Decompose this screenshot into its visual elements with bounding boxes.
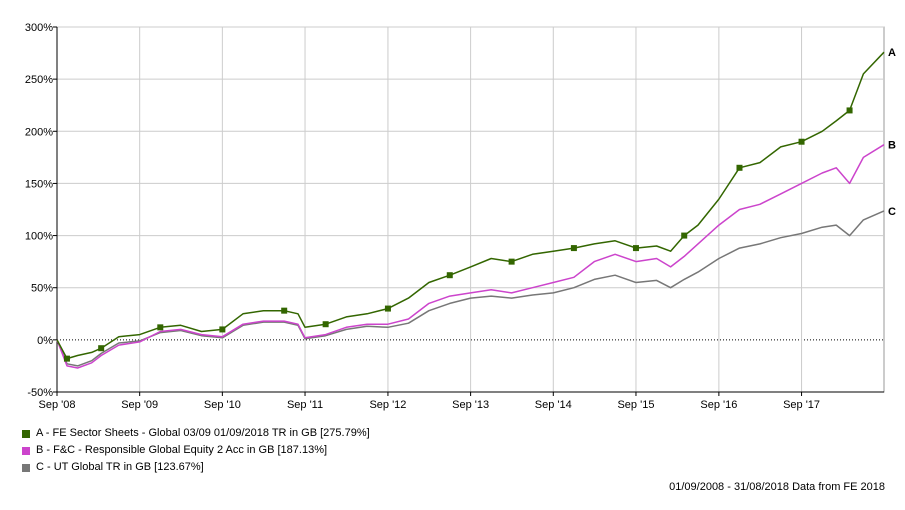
- series-line-b: [56, 144, 885, 369]
- series-marker-a: [384, 305, 391, 312]
- legend-label-b: B - F&C - Responsible Global Equity 2 Ac…: [36, 444, 328, 456]
- x-axis: Sep '08 Sep '09 Sep '10 Sep '11 Sep '12 Sep '…: [39, 391, 884, 411]
- y-tick-label: 100%: [25, 231, 53, 243]
- series-marker-a: [281, 307, 288, 314]
- series-marker-a: [98, 345, 105, 352]
- x-tick-label: Sep '11: [287, 399, 323, 411]
- y-tick-label: 50%: [31, 283, 53, 295]
- series-marker-a: [322, 321, 329, 328]
- series-marker-a: [508, 258, 515, 265]
- legend-item-b: B - F&C - Responsible Global Equity 2 Ac…: [22, 442, 370, 459]
- x-tick-label: Sep '10: [204, 399, 241, 411]
- line-chart: 300%250%200%150%100%50%0%-50% Sep '08 Sep…: [25, 22, 896, 411]
- y-tick-label: 250%: [25, 74, 53, 86]
- date-range-note: 01/09/2008 - 31/08/2018 Data from FE 201…: [669, 481, 885, 493]
- series-end-label-a: A: [888, 47, 896, 59]
- legend-label-a: A - FE Sector Sheets - Global 03/09 01/0…: [36, 427, 370, 439]
- y-tick-label: -50%: [27, 387, 53, 399]
- x-tick-label: Sep '08: [39, 399, 76, 411]
- legend-item-c: C - UT Global TR in GB [123.67%]: [22, 459, 370, 476]
- series-marker-a: [157, 324, 164, 331]
- legend-swatch-b: [22, 446, 30, 455]
- grid: [56, 26, 885, 393]
- y-axis: 300% 250% 200% 150% 100% 50% 0% -50%: [25, 22, 58, 399]
- series-end-label-c: C: [888, 206, 896, 218]
- series-marker-a: [798, 138, 805, 145]
- series-marker-a: [681, 232, 688, 239]
- series-marker-a: [219, 326, 226, 333]
- legend-swatch-c: [22, 463, 30, 472]
- series-marker-a: [632, 245, 639, 252]
- x-tick-label: Sep '14: [535, 399, 572, 411]
- series-marker-a: [446, 272, 453, 279]
- x-tick-label: Sep '15: [617, 399, 654, 411]
- series-line-a: [56, 51, 885, 360]
- legend-label-c: C - UT Global TR in GB [123.67%]: [36, 461, 204, 473]
- series-end-label-b: B: [888, 140, 896, 152]
- y-tick-label: 300%: [25, 22, 53, 34]
- x-tick-label: Sep '12: [369, 399, 406, 411]
- end-labels: C B A: [888, 47, 896, 218]
- series-line-c: [56, 210, 885, 367]
- x-tick-label: Sep '13: [452, 399, 489, 411]
- series-group: [56, 51, 885, 369]
- series-marker-a: [570, 245, 577, 252]
- series-marker-a: [846, 107, 853, 114]
- legend-item-a: A - FE Sector Sheets - Global 03/09 01/0…: [22, 425, 370, 442]
- legend: A - FE Sector Sheets - Global 03/09 01/0…: [22, 425, 370, 476]
- y-tick-label: 150%: [25, 178, 53, 190]
- x-tick-label: Sep '09: [121, 399, 158, 411]
- series-marker-a: [63, 355, 70, 362]
- x-tick-label: Sep '16: [700, 399, 737, 411]
- x-tick-label: Sep '17: [783, 399, 820, 411]
- y-tick-label: 0%: [37, 335, 53, 347]
- y-tick-label: 200%: [25, 126, 53, 138]
- series-marker-a: [736, 164, 743, 171]
- legend-swatch-a: [22, 429, 30, 438]
